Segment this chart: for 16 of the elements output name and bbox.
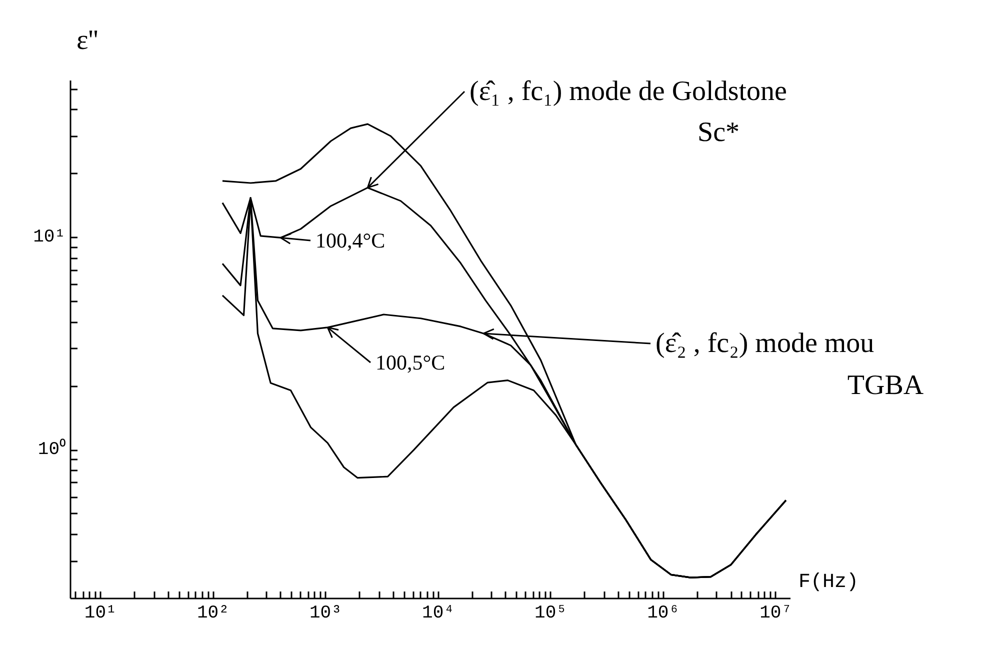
- x-tick-label: 10⁷: [760, 604, 792, 624]
- x-tick-label: 10¹: [84, 604, 117, 624]
- text: TGBA: [847, 370, 924, 401]
- annotation: (ε̂₁ , fc₁) mode de Goldstone: [470, 76, 787, 107]
- y-tick-label: 10⁰: [38, 438, 66, 460]
- annotation: 100,4°C: [316, 228, 386, 252]
- x-tick-label: 10⁵: [534, 604, 567, 624]
- x-tick-label: 10⁶: [647, 604, 680, 624]
- y-axis-title: ε'': [76, 25, 98, 56]
- x-tick-label: 10³: [309, 604, 342, 624]
- x-tick-label: 10⁴: [422, 604, 454, 624]
- annotation: (ε̂₂ , fc₂) mode mou: [656, 328, 874, 359]
- x-tick-label: 10²: [196, 604, 230, 624]
- annotation: 100,5°C: [376, 350, 446, 374]
- x-axis-title: F(Hz): [798, 571, 859, 594]
- annotation: Sc*: [698, 117, 740, 148]
